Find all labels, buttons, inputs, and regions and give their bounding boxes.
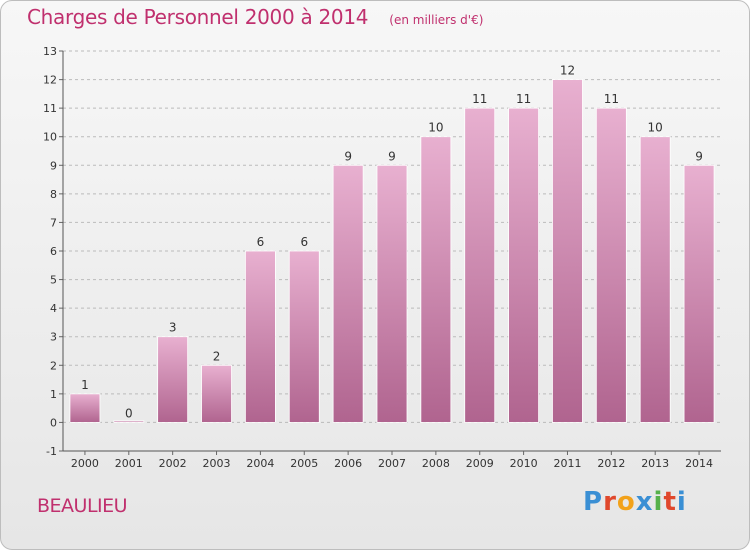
data-label: 9 <box>695 149 703 163</box>
x-tick-label: 2014 <box>685 457 713 470</box>
logo-letter: r <box>603 487 617 517</box>
x-tick-label: 2012 <box>597 457 625 470</box>
x-tick-label: 2009 <box>466 457 494 470</box>
logo-letter: t <box>663 487 677 517</box>
x-tick-label: 2003 <box>203 457 231 470</box>
y-tick-label: 12 <box>43 74 57 87</box>
logo-letter: i <box>676 487 687 517</box>
chart-subtitle: (en milliers d'€) <box>389 13 484 27</box>
y-tick-label: 3 <box>50 331 57 344</box>
x-tick-label: 2005 <box>290 457 318 470</box>
commune-name: BEAULIEU <box>37 495 128 517</box>
x-tick-label: 2007 <box>378 457 406 470</box>
logo-letter: P <box>583 487 604 517</box>
logo-letter: o <box>616 487 636 517</box>
bar <box>332 164 364 423</box>
data-label: 6 <box>300 235 308 249</box>
x-tick-label: 2000 <box>71 457 99 470</box>
bar <box>595 107 627 423</box>
bar <box>113 420 145 423</box>
y-tick-label: 10 <box>43 131 57 144</box>
data-label: 3 <box>169 321 177 335</box>
bar <box>288 250 320 423</box>
y-tick-label: 9 <box>50 159 57 172</box>
y-tick-label: 5 <box>50 274 57 287</box>
bar <box>552 79 583 423</box>
y-tick-label: -1 <box>46 445 57 458</box>
bar <box>508 107 540 423</box>
x-tick-label: 2006 <box>334 457 362 470</box>
data-label: 1 <box>81 378 89 392</box>
y-tick-label: 6 <box>50 245 57 258</box>
bar <box>683 164 715 423</box>
y-tick-label: 0 <box>50 416 57 429</box>
y-tick-label: 8 <box>50 188 57 201</box>
y-tick-label: 2 <box>50 359 57 372</box>
proxiti-logo: Proxiti <box>583 487 687 517</box>
data-label: 10 <box>428 121 443 135</box>
bar <box>639 136 671 423</box>
data-label: 0 <box>125 406 133 420</box>
x-tick-label: 2001 <box>115 457 143 470</box>
data-label: 6 <box>257 235 265 249</box>
data-label: 11 <box>516 92 531 106</box>
title-row: Charges de Personnel 2000 à 2014 (en mil… <box>27 5 483 29</box>
x-tick-label: 2008 <box>422 457 450 470</box>
data-label: 2 <box>213 349 221 363</box>
x-tick-label: 2013 <box>641 457 669 470</box>
bar <box>201 364 232 423</box>
x-tick-label: 2011 <box>553 457 581 470</box>
y-tick-label: 11 <box>43 102 57 115</box>
logo-letter: i <box>653 487 664 517</box>
bar <box>464 107 496 423</box>
y-tick-label: 7 <box>50 216 57 229</box>
y-tick-label: 1 <box>50 388 57 401</box>
data-label: 9 <box>388 149 396 163</box>
chart-title: Charges de Personnel 2000 à 2014 <box>27 5 369 29</box>
x-tick-label: 2002 <box>159 457 187 470</box>
data-label: 11 <box>604 92 619 106</box>
bar <box>69 393 101 423</box>
y-tick-label: 13 <box>43 45 57 58</box>
bar <box>420 136 452 423</box>
x-tick-label: 2004 <box>246 457 274 470</box>
y-tick-label: 4 <box>50 302 57 315</box>
bar <box>157 336 189 423</box>
bar <box>244 250 276 423</box>
logo-letter: x <box>635 487 654 517</box>
data-label: 10 <box>648 121 663 135</box>
x-tick-label: 2010 <box>510 457 538 470</box>
bar <box>376 164 408 423</box>
data-label: 9 <box>344 149 352 163</box>
data-label: 11 <box>472 92 487 106</box>
data-label: 12 <box>560 64 575 78</box>
